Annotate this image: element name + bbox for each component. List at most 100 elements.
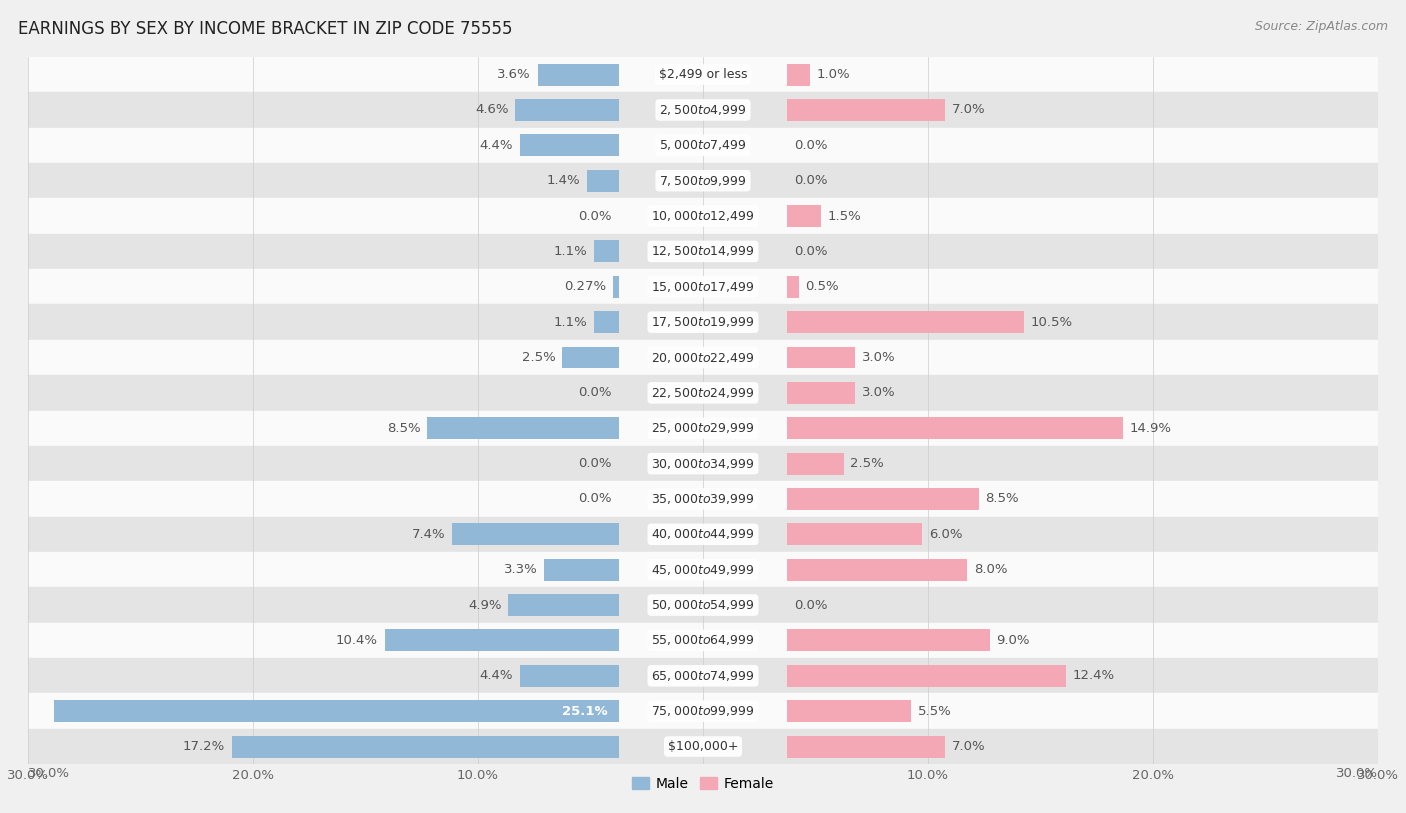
Bar <box>53 700 619 722</box>
Bar <box>28 163 1378 198</box>
Text: $35,000 to $39,999: $35,000 to $39,999 <box>651 492 755 506</box>
Text: 6.0%: 6.0% <box>929 528 963 541</box>
Text: $55,000 to $64,999: $55,000 to $64,999 <box>651 633 755 647</box>
Text: $20,000 to $22,499: $20,000 to $22,499 <box>651 350 755 364</box>
Text: 4.6%: 4.6% <box>475 103 509 116</box>
Bar <box>28 57 1378 92</box>
Text: 17.2%: 17.2% <box>183 740 225 753</box>
Bar <box>28 552 1378 587</box>
Bar <box>787 524 922 546</box>
Bar <box>787 417 1122 439</box>
Text: 3.6%: 3.6% <box>498 68 531 81</box>
Text: 1.0%: 1.0% <box>817 68 851 81</box>
Bar <box>787 346 855 368</box>
Bar <box>787 665 1066 687</box>
Bar <box>28 446 1378 481</box>
Text: 8.0%: 8.0% <box>974 563 1008 576</box>
Text: $45,000 to $49,999: $45,000 to $49,999 <box>651 563 755 576</box>
Text: 0.0%: 0.0% <box>578 493 612 506</box>
Text: 1.4%: 1.4% <box>547 174 581 187</box>
Bar <box>385 629 619 651</box>
Text: 1.1%: 1.1% <box>554 245 588 258</box>
Text: 4.9%: 4.9% <box>468 598 502 611</box>
Bar <box>787 559 967 580</box>
Text: 0.0%: 0.0% <box>794 598 828 611</box>
Text: 0.0%: 0.0% <box>578 210 612 223</box>
Bar <box>28 729 1378 764</box>
Bar <box>520 134 619 156</box>
Text: 0.0%: 0.0% <box>578 457 612 470</box>
Text: $5,000 to $7,499: $5,000 to $7,499 <box>659 138 747 152</box>
Text: $25,000 to $29,999: $25,000 to $29,999 <box>651 421 755 435</box>
Text: $22,500 to $24,999: $22,500 to $24,999 <box>651 386 755 400</box>
Bar <box>453 524 619 546</box>
Bar <box>787 205 821 227</box>
Bar <box>509 594 619 616</box>
Text: 7.0%: 7.0% <box>952 103 986 116</box>
Text: 0.5%: 0.5% <box>806 280 839 293</box>
Text: 0.0%: 0.0% <box>794 139 828 152</box>
Text: $65,000 to $74,999: $65,000 to $74,999 <box>651 669 755 683</box>
Text: $15,000 to $17,499: $15,000 to $17,499 <box>651 280 755 293</box>
Bar <box>28 304 1378 340</box>
Text: 30.0%: 30.0% <box>1336 767 1378 780</box>
Text: 4.4%: 4.4% <box>479 669 513 682</box>
Bar <box>787 453 844 475</box>
Bar <box>787 99 945 121</box>
Bar <box>593 241 619 263</box>
Text: 0.27%: 0.27% <box>564 280 606 293</box>
Bar <box>28 623 1378 659</box>
Bar <box>28 376 1378 411</box>
Bar <box>232 736 619 758</box>
Text: 12.4%: 12.4% <box>1073 669 1115 682</box>
Bar <box>588 170 619 192</box>
Text: $12,500 to $14,999: $12,500 to $14,999 <box>651 245 755 259</box>
Bar <box>562 346 619 368</box>
Text: $2,500 to $4,999: $2,500 to $4,999 <box>659 103 747 117</box>
Bar <box>787 488 979 510</box>
Text: $75,000 to $99,999: $75,000 to $99,999 <box>651 704 755 718</box>
Text: 8.5%: 8.5% <box>986 493 1019 506</box>
Bar <box>787 276 799 298</box>
Bar <box>28 269 1378 304</box>
Legend: Male, Female: Male, Female <box>627 771 779 796</box>
Bar <box>28 659 1378 693</box>
Text: 9.0%: 9.0% <box>997 634 1031 647</box>
Text: 8.5%: 8.5% <box>387 422 420 435</box>
Text: 3.0%: 3.0% <box>862 386 896 399</box>
Text: 7.0%: 7.0% <box>952 740 986 753</box>
Bar <box>613 276 619 298</box>
Bar <box>28 517 1378 552</box>
Text: 25.1%: 25.1% <box>562 705 607 718</box>
Bar <box>787 63 810 85</box>
Bar <box>28 587 1378 623</box>
Bar <box>520 665 619 687</box>
Bar <box>787 736 945 758</box>
Text: 0.0%: 0.0% <box>794 245 828 258</box>
Text: 3.3%: 3.3% <box>503 563 537 576</box>
Bar <box>787 700 911 722</box>
Text: $2,499 or less: $2,499 or less <box>659 68 747 81</box>
Text: 4.4%: 4.4% <box>479 139 513 152</box>
Text: 10.5%: 10.5% <box>1031 315 1073 328</box>
Bar <box>28 411 1378 446</box>
Text: $17,500 to $19,999: $17,500 to $19,999 <box>651 315 755 329</box>
Text: 1.1%: 1.1% <box>554 315 588 328</box>
Text: $100,000+: $100,000+ <box>668 740 738 753</box>
Text: 14.9%: 14.9% <box>1129 422 1171 435</box>
Text: 3.0%: 3.0% <box>862 351 896 364</box>
Text: $40,000 to $44,999: $40,000 to $44,999 <box>651 528 755 541</box>
Bar <box>787 629 990 651</box>
Bar <box>544 559 619 580</box>
Text: 2.5%: 2.5% <box>851 457 884 470</box>
Text: EARNINGS BY SEX BY INCOME BRACKET IN ZIP CODE 75555: EARNINGS BY SEX BY INCOME BRACKET IN ZIP… <box>18 20 513 38</box>
Bar <box>28 198 1378 234</box>
Bar <box>787 382 855 404</box>
Bar <box>28 340 1378 375</box>
Text: 0.0%: 0.0% <box>794 174 828 187</box>
Text: $10,000 to $12,499: $10,000 to $12,499 <box>651 209 755 223</box>
Bar <box>787 311 1024 333</box>
Bar <box>515 99 619 121</box>
Text: 10.4%: 10.4% <box>336 634 378 647</box>
Text: 5.5%: 5.5% <box>918 705 952 718</box>
